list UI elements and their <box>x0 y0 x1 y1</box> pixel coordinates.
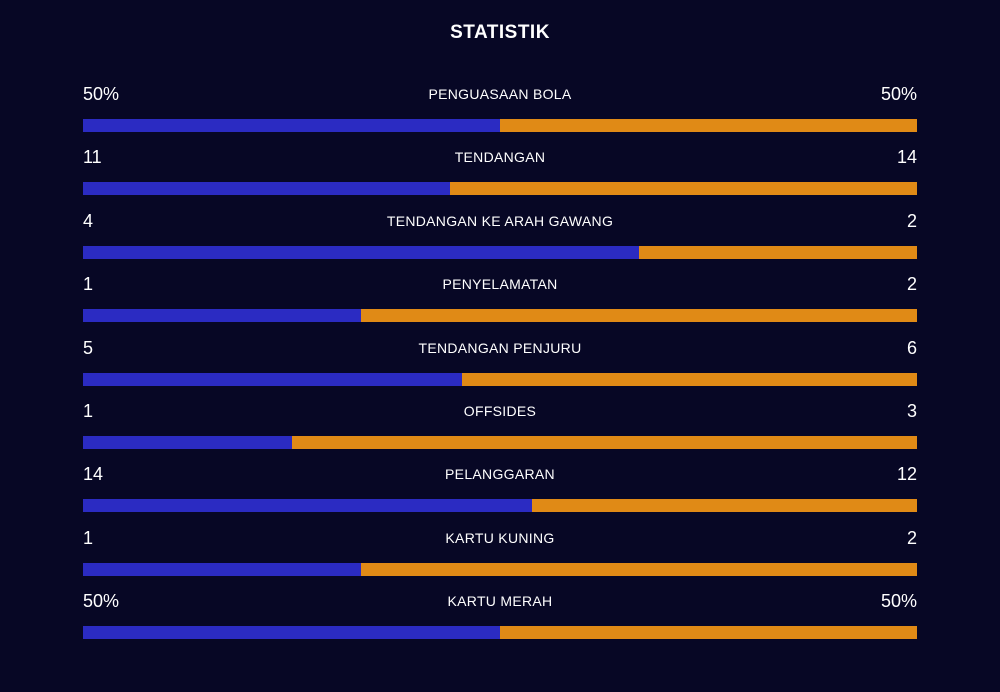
comparison-bar <box>83 435 917 449</box>
comparison-bar <box>83 626 917 640</box>
away-value: 6 <box>906 337 917 358</box>
away-bar-segment <box>291 435 917 449</box>
stat-row-fouls: 14 PELANGGARAN 12 <box>83 460 917 523</box>
stat-row-offsides: 1 OFFSIDES 3 <box>83 397 917 460</box>
home-bar-segment <box>83 309 361 323</box>
stat-row-shots: 11 TENDANGAN 14 <box>83 143 917 206</box>
away-value: 14 <box>896 147 917 168</box>
away-bar-segment <box>500 119 917 132</box>
stat-row-saves: 1 PENYELAMATAN 2 <box>83 270 917 333</box>
home-value: 50% <box>83 591 120 612</box>
stat-label: PELANGGARAN <box>445 466 555 483</box>
stat-label: KARTU KUNING <box>445 529 555 546</box>
home-bar-segment <box>83 499 532 513</box>
stat-label: TENDANGAN PENJURU <box>418 339 582 356</box>
comparison-bar <box>83 372 917 386</box>
away-bar-segment <box>500 626 917 640</box>
home-bar-segment <box>83 119 500 132</box>
home-value: 5 <box>83 337 94 358</box>
away-value: 50% <box>880 84 917 104</box>
home-bar-segment <box>83 372 463 386</box>
stat-label: OFFSIDES <box>463 402 537 419</box>
home-bar-segment <box>83 562 361 576</box>
away-value: 3 <box>906 400 917 421</box>
stat-label: TENDANGAN <box>454 149 546 166</box>
stat-row-yellow-cards: 1 KARTU KUNING 2 <box>83 524 917 587</box>
home-value: 1 <box>83 527 94 548</box>
stat-label: PENYELAMATAN <box>442 276 558 293</box>
away-value: 12 <box>896 464 917 485</box>
comparison-bar <box>83 499 917 513</box>
away-bar-segment <box>449 182 917 196</box>
away-bar-segment <box>360 309 917 323</box>
stat-label: KARTU MERAH <box>447 593 553 610</box>
stat-row-shots-on-target: 4 TENDANGAN KE ARAH GAWANG 2 <box>83 207 917 270</box>
away-value: 50% <box>880 591 917 612</box>
stat-row-possession: 50% PENGUASAAN BOLA 50% <box>83 80 917 143</box>
home-value: 11 <box>83 147 102 168</box>
stat-label: PENGUASAAN BOLA <box>428 86 572 102</box>
stat-row-red-cards: 50% KARTU MERAH 50% <box>83 587 917 650</box>
home-bar-segment <box>83 435 292 449</box>
away-bar-segment <box>639 245 917 259</box>
away-value: 2 <box>906 527 917 548</box>
away-value: 2 <box>906 210 917 231</box>
stat-label: TENDANGAN KE ARAH GAWANG <box>386 212 614 229</box>
away-bar-segment <box>360 562 917 576</box>
home-value: 14 <box>83 464 104 485</box>
statistics-title: STATISTIK <box>450 22 550 43</box>
home-value: 50% <box>83 84 120 104</box>
away-value: 2 <box>906 274 917 295</box>
comparison-bar <box>83 245 917 259</box>
away-bar-segment <box>531 499 917 513</box>
home-value: 4 <box>83 210 94 231</box>
away-bar-segment <box>462 372 917 386</box>
comparison-bar <box>83 182 917 196</box>
home-value: 1 <box>83 274 94 295</box>
home-value: 1 <box>83 400 94 421</box>
stat-row-corners: 5 TENDANGAN PENJURU 6 <box>83 334 917 397</box>
home-bar-segment <box>83 626 500 640</box>
comparison-bar <box>83 119 917 132</box>
home-bar-segment <box>83 245 640 259</box>
comparison-bar <box>83 309 917 323</box>
stats-list: 50% PENGUASAAN BOLA 50% 11 TENDANGAN 14 … <box>83 80 917 651</box>
home-bar-segment <box>83 182 450 196</box>
comparison-bar <box>83 562 917 576</box>
